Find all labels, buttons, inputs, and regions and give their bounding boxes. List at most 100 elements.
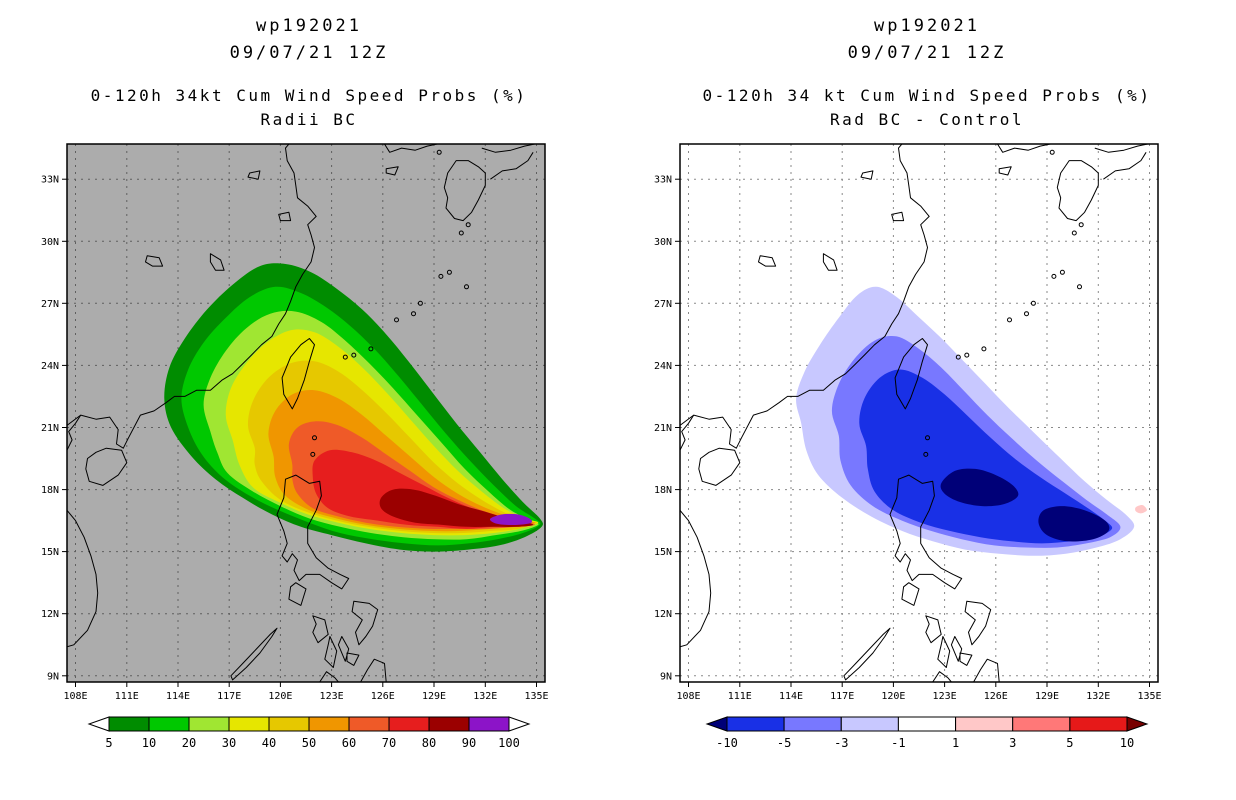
colorbar-svg: 5 10 20 30 40 50 60 70 80 90 100 <box>87 716 531 750</box>
svg-text:126E: 126E <box>371 691 395 702</box>
svg-text:-10: -10 <box>716 736 738 750</box>
svg-text:80: 80 <box>422 736 436 750</box>
init-time: 09/07/21 12Z <box>847 43 1007 63</box>
product-subtitle: Rad BC - Control <box>829 110 1025 129</box>
svg-text:129E: 129E <box>422 691 446 702</box>
svg-text:9N: 9N <box>47 671 59 682</box>
svg-text:30: 30 <box>222 736 236 750</box>
colorbar-segment <box>468 716 510 732</box>
map-frame <box>66 143 546 683</box>
axis-labels: 108E 111E 114E 117E 120E 123E 126E 129E 132E 135E… <box>41 175 549 702</box>
svg-text:135E: 135E <box>1137 691 1161 702</box>
colorbar-segment <box>726 716 785 732</box>
difference-map: 108E 111E 114E 117E 120E 123E 126E 129E 132E 135E… <box>640 136 1236 710</box>
svg-text:5: 5 <box>105 736 112 750</box>
svg-text:129E: 129E <box>1035 691 1059 702</box>
svg-text:114E: 114E <box>166 691 190 702</box>
coastlines <box>67 144 535 682</box>
svg-text:132E: 132E <box>473 691 497 702</box>
svg-text:135E: 135E <box>524 691 548 702</box>
svg-text:24N: 24N <box>41 361 59 372</box>
colorbar-segment <box>188 716 230 732</box>
svg-text:9N: 9N <box>660 671 672 682</box>
svg-text:5: 5 <box>1066 736 1073 750</box>
svg-text:18N: 18N <box>41 485 59 496</box>
panel-right-titles: wp192021 09/07/21 12Z 0-120h 34 kt Cum W… <box>618 16 1236 129</box>
svg-text:70: 70 <box>382 736 396 750</box>
svg-text:12N: 12N <box>654 609 672 620</box>
svg-text:120E: 120E <box>881 691 905 702</box>
svg-text:21N: 21N <box>654 423 672 434</box>
colorbar-segment <box>783 716 842 732</box>
colorbar-segment <box>840 716 899 732</box>
svg-text:24N: 24N <box>654 361 672 372</box>
svg-text:40: 40 <box>262 736 276 750</box>
panel-radii-bc: wp192021 09/07/21 12Z 0-120h 34kt Cum Wi… <box>0 16 618 754</box>
svg-text:10: 10 <box>142 736 156 750</box>
map-svg: 108E 111E 114E 117E 120E 123E 126E 129E 132E 135E… <box>41 143 549 702</box>
svg-text:30N: 30N <box>41 237 59 248</box>
colorbar-under-arrow <box>705 716 728 732</box>
svg-text:-5: -5 <box>777 736 791 750</box>
svg-text:126E: 126E <box>984 691 1008 702</box>
colorbar-segment <box>388 716 430 732</box>
svg-text:27N: 27N <box>41 299 59 310</box>
product-title: 0-120h 34kt Cum Wind Speed Probs (%) <box>90 86 528 105</box>
map-frame <box>679 143 1159 683</box>
svg-text:90: 90 <box>462 736 476 750</box>
svg-text:117E: 117E <box>217 691 241 702</box>
svg-text:12N: 12N <box>41 609 59 620</box>
svg-text:50: 50 <box>302 736 316 750</box>
svg-text:120E: 120E <box>268 691 292 702</box>
colorbar-svg: -10 -5 -3 -1 1 3 5 10 <box>705 716 1149 750</box>
colorbar-segment <box>228 716 270 732</box>
coastlines <box>680 144 1148 682</box>
colorbar-over-arrow <box>508 716 531 732</box>
svg-text:30N: 30N <box>654 237 672 248</box>
svg-text:-1: -1 <box>891 736 905 750</box>
colorbar-over-arrow <box>1126 716 1149 732</box>
colorbar-labels: 5 10 20 30 40 50 60 70 80 90 100 <box>105 736 519 750</box>
panel-left-titles: wp192021 09/07/21 12Z 0-120h 34kt Cum Wi… <box>0 16 618 129</box>
storm-id: wp192021 <box>874 16 980 36</box>
colorbar-segment <box>308 716 350 732</box>
svg-text:108E: 108E <box>676 691 700 702</box>
svg-text:123E: 123E <box>933 691 957 702</box>
colorbar-segment <box>1012 716 1071 732</box>
svg-text:100: 100 <box>498 736 520 750</box>
svg-text:18N: 18N <box>654 485 672 496</box>
product-subtitle: Radii BC <box>260 110 358 129</box>
svg-text:-3: -3 <box>834 736 848 750</box>
colorbar-segment <box>897 716 956 732</box>
svg-text:114E: 114E <box>779 691 803 702</box>
colorbar-segment <box>108 716 150 732</box>
svg-text:132E: 132E <box>1086 691 1110 702</box>
colorbar-under-arrow <box>87 716 110 732</box>
svg-text:33N: 33N <box>41 175 59 186</box>
svg-text:3: 3 <box>1009 736 1016 750</box>
svg-text:27N: 27N <box>654 299 672 310</box>
colorbar-labels: -10 -5 -3 -1 1 3 5 10 <box>716 736 1134 750</box>
colorbar-segment <box>428 716 470 732</box>
svg-text:21N: 21N <box>41 423 59 434</box>
svg-text:108E: 108E <box>63 691 87 702</box>
svg-text:1: 1 <box>952 736 959 750</box>
svg-text:33N: 33N <box>654 175 672 186</box>
probability-colorbar: 5 10 20 30 40 50 60 70 80 90 100 <box>74 712 618 754</box>
colorbar-segment <box>955 716 1014 732</box>
colorbar-segment <box>268 716 310 732</box>
panel-rad-bc-minus-control: wp192021 09/07/21 12Z 0-120h 34 kt Cum W… <box>618 0 1236 800</box>
probability-map: 108E 111E 114E 117E 120E 123E 126E 129E 132E 135E… <box>27 136 618 710</box>
svg-text:15N: 15N <box>654 547 672 558</box>
svg-text:20: 20 <box>182 736 196 750</box>
svg-text:123E: 123E <box>320 691 344 702</box>
shaded-bands <box>796 286 1147 556</box>
svg-text:111E: 111E <box>115 691 139 702</box>
svg-text:10: 10 <box>1120 736 1134 750</box>
svg-text:111E: 111E <box>728 691 752 702</box>
svg-text:60: 60 <box>342 736 356 750</box>
axis-labels: 108E 111E 114E 117E 120E 123E 126E 129E 132E 135E… <box>654 175 1162 702</box>
colorbar-segment <box>148 716 190 732</box>
